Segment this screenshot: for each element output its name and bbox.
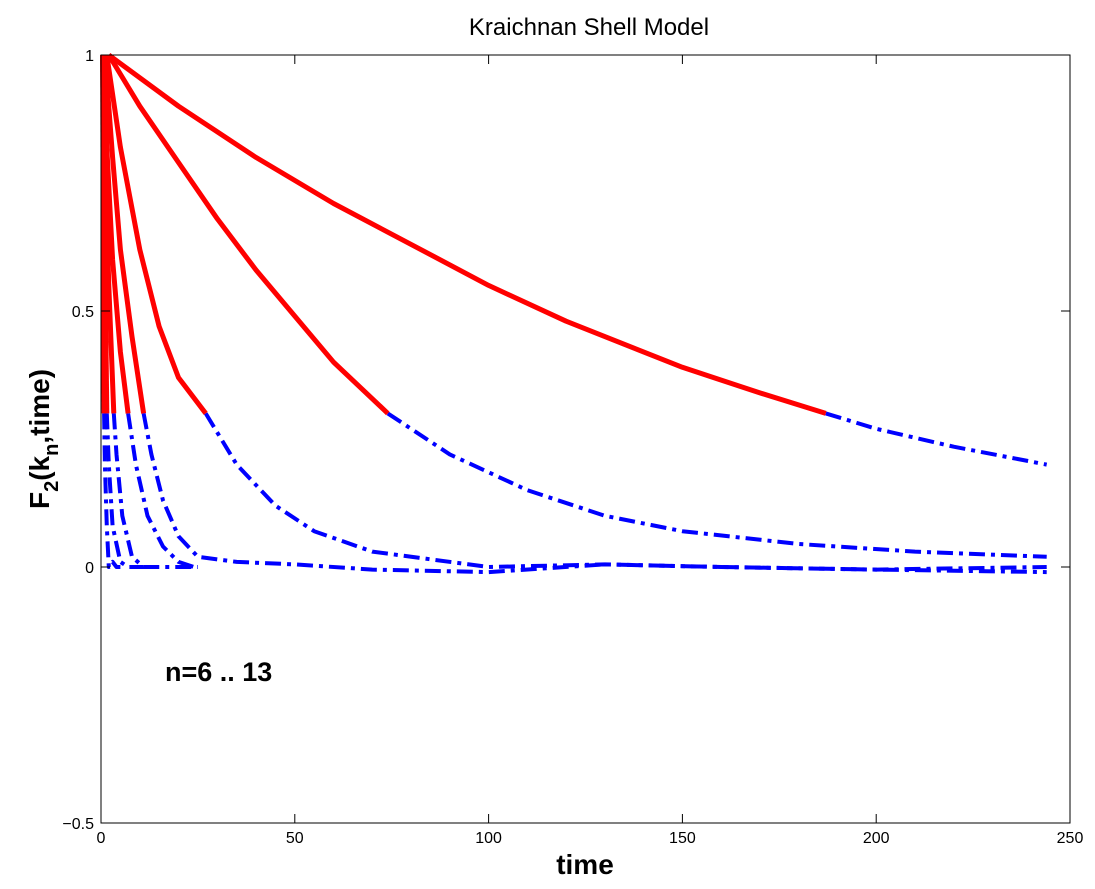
x-tick-label: 0 [97, 830, 106, 847]
series-decay-dashdot [386, 411, 1047, 559]
y-axis-label: F2(kn,time) [24, 369, 63, 509]
x-tick-label: 100 [475, 830, 502, 847]
series-decay-dashdot [203, 412, 1047, 575]
x-tick-label: 150 [669, 830, 696, 847]
series-decay-dashdot [104, 413, 144, 569]
x-tick-label: 250 [1057, 830, 1084, 847]
chart-title: Kraichnan Shell Model [469, 14, 709, 41]
series-decay-solid [104, 54, 208, 415]
y-label-mid: (k [24, 455, 55, 480]
x-tick-label: 50 [286, 830, 304, 847]
series-layer [100, 52, 1048, 575]
y-tick-label: 0 [85, 560, 94, 577]
series-decay-solid [107, 52, 827, 416]
annotation-n-range: n=6 .. 13 [165, 657, 272, 687]
y-label-main: F [24, 492, 55, 509]
series-decay-solid [102, 54, 147, 414]
series-decay-solid [106, 53, 390, 416]
y-tick-label: 1 [85, 48, 94, 65]
ticks-layer: 0 50 100 150 200 250−0.500.51 [62, 48, 1083, 847]
plot-frame [100, 54, 1071, 824]
x-axis-label: time [556, 849, 614, 880]
y-label-sub2: n [41, 444, 63, 456]
series-decay-dashdot [126, 413, 195, 569]
series-decay-dashdot [111, 413, 198, 569]
y-label-sub1: 2 [41, 481, 63, 492]
y-label-end: ,time) [24, 369, 55, 444]
y-tick-label: 0.5 [72, 304, 94, 321]
series-decay-dashdot [141, 413, 1047, 575]
series-decay-solid [101, 54, 131, 414]
x-tick-label: 200 [863, 830, 890, 847]
y-tick-label: −0.5 [62, 816, 94, 833]
